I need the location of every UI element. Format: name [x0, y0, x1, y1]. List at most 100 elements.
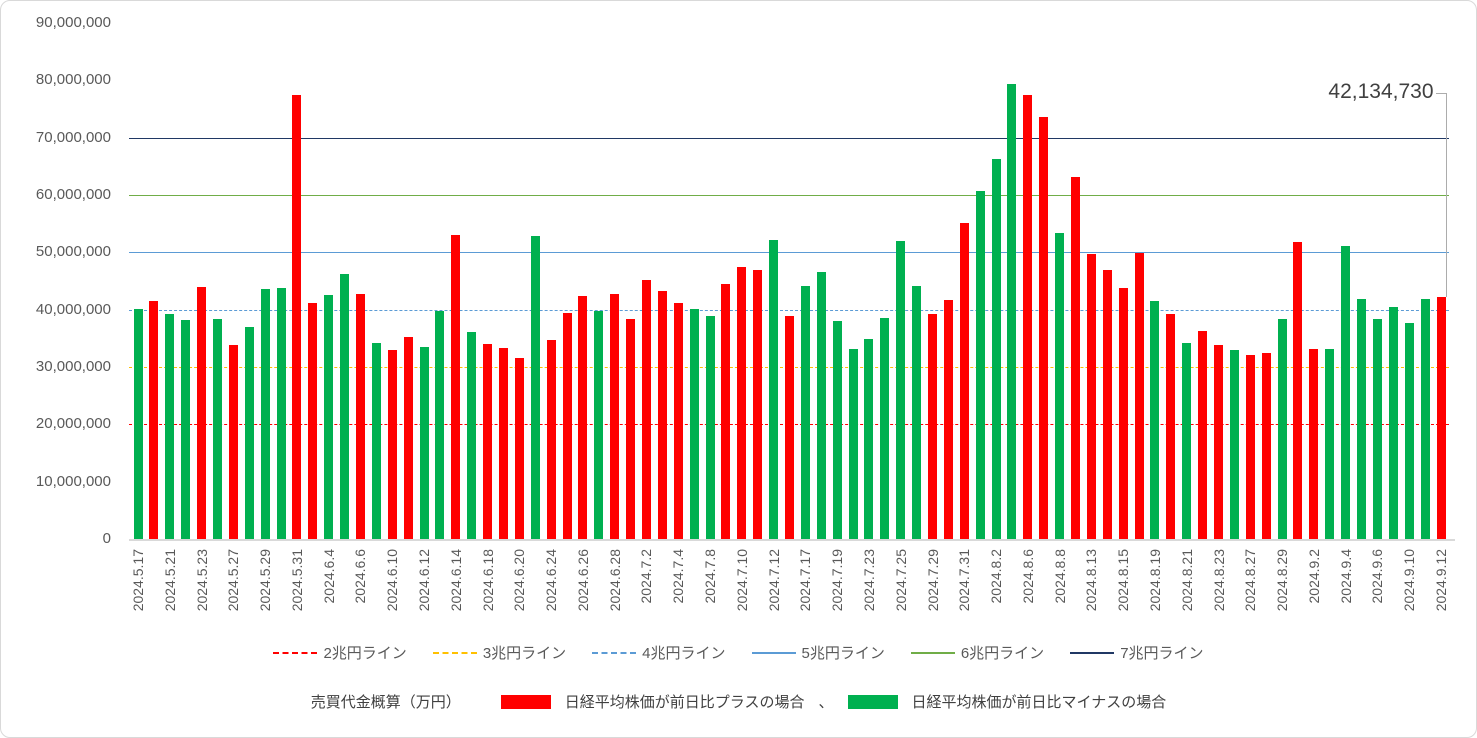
legend-line-label: 7兆円ライン	[1120, 645, 1204, 662]
legend-line-swatch	[592, 651, 637, 654]
y-axis-tick-label: 60,000,000	[35, 186, 111, 203]
minus-series-swatch	[847, 694, 898, 709]
bar	[133, 309, 143, 539]
bar	[181, 319, 191, 539]
series-unit-label: 売買代金概算（万円）	[310, 694, 461, 711]
bar	[1357, 298, 1367, 539]
legend-line-label: 4兆円ライン	[642, 645, 726, 662]
bar	[1436, 297, 1446, 539]
bar	[260, 289, 270, 539]
bar	[578, 295, 588, 539]
bar	[1182, 342, 1192, 539]
x-axis-tick-label: 2024.9.2	[1305, 549, 1322, 604]
minus-series-label: 日経平均株価が前日比マイナスの場合	[911, 694, 1167, 711]
legend-line-swatch	[432, 651, 477, 654]
bar	[848, 349, 858, 539]
x-axis-tick-label: 2024.6.6	[352, 549, 369, 604]
legend-reference-lines: 2兆円ライン 3兆円ライン 4兆円ライン 5兆円ライン 6兆円ライン 7兆円ライン	[1, 642, 1476, 663]
x-axis-tick-label: 2024.6.26	[574, 549, 591, 612]
legend-item-70000000: 7兆円ライン	[1070, 642, 1204, 663]
x-axis-tick-label: 2024.9.12	[1433, 549, 1449, 612]
legend-line-swatch	[273, 651, 318, 654]
y-axis-tick-label: 90,000,000	[35, 14, 111, 31]
plus-series-label: 日経平均株価が前日比プラスの場合	[564, 694, 805, 711]
x-axis-tick-label: 2024.8.19	[1146, 549, 1163, 612]
bar	[737, 267, 747, 539]
legend-item-20000000: 2兆円ライン	[273, 642, 407, 663]
bar	[896, 241, 906, 539]
bar	[514, 357, 524, 539]
bar	[149, 301, 159, 539]
bar	[562, 312, 572, 539]
x-axis-tick-label: 2024.6.10	[384, 549, 401, 612]
y-axis-tick-label: 40,000,000	[35, 300, 111, 318]
y-axis-tick-label: 20,000,000	[35, 415, 111, 433]
x-axis-tick-label: 2024.7.23	[860, 549, 877, 612]
bar	[324, 295, 334, 539]
x-axis-tick-label: 2024.7.31	[956, 549, 973, 612]
bar	[1102, 270, 1112, 539]
legend-item-40000000: 4兆円ライン	[592, 642, 726, 663]
bar	[1404, 323, 1414, 539]
x-axis-tick-label: 2024.8.2	[988, 549, 1005, 604]
bar	[832, 321, 842, 539]
bar	[1166, 314, 1176, 539]
legend-line-swatch	[751, 651, 796, 654]
x-axis-tick-label: 2024.9.4	[1337, 549, 1354, 604]
bar	[689, 309, 699, 539]
y-axis-tick-label: 0	[102, 530, 111, 547]
x-axis-tick-label: 2024.8.27	[1242, 549, 1259, 612]
annotation-callout-vertical-line	[1445, 93, 1447, 298]
bar	[228, 345, 238, 539]
x-axis-tick-label: 2024.5.29	[257, 549, 274, 612]
reference-line	[129, 252, 1449, 254]
legend-series: 売買代金概算（万円） 日経平均株価が前日比プラスの場合 、 日経平均株価が前日比…	[1, 691, 1476, 712]
bar	[641, 280, 651, 539]
x-axis-tick-label: 2024.9.10	[1401, 549, 1418, 612]
last-bar-value-annotation: 42,134,730	[1328, 80, 1434, 103]
bar	[419, 346, 429, 539]
legend-line-label: 6兆円ライン	[960, 645, 1045, 662]
bar	[371, 342, 381, 539]
x-axis-tick-label: 2024.8.13	[1083, 549, 1100, 612]
legend-item-30000000: 3兆円ライン	[432, 642, 567, 663]
bar	[673, 302, 683, 539]
bar	[498, 347, 508, 539]
y-axis-tick-label: 50,000,000	[35, 243, 111, 261]
bar	[975, 190, 985, 539]
bar	[1420, 299, 1430, 539]
bar	[705, 315, 715, 539]
bar	[244, 326, 254, 539]
bar	[1023, 95, 1033, 539]
y-axis-tick-label: 80,000,000	[35, 71, 111, 89]
legend-separator: 、	[818, 694, 834, 711]
bar	[340, 274, 350, 539]
x-axis-tick-label: 2024.6.12	[416, 549, 433, 612]
bar	[451, 235, 461, 539]
x-axis-tick-label: 2024.6.4	[320, 549, 337, 604]
x-axis-tick-label: 2024.7.10	[733, 549, 750, 612]
reference-line	[129, 309, 1449, 311]
bar	[1039, 117, 1049, 539]
bar	[721, 283, 731, 539]
bar	[864, 339, 874, 539]
bar	[212, 318, 222, 539]
bar	[991, 159, 1001, 539]
bar	[165, 314, 175, 539]
x-axis-tick-label: 2024.8.23	[1210, 549, 1227, 612]
bar	[753, 270, 763, 539]
legend-line-label: 3兆円ライン	[482, 645, 567, 662]
x-axis-tick-label: 2024.7.12	[765, 549, 782, 612]
bar	[1118, 288, 1128, 539]
bar	[1245, 354, 1255, 539]
y-axis-tick-label: 30,000,000	[35, 358, 111, 375]
bar	[785, 315, 794, 539]
x-axis-tick-label: 2024.8.21	[1178, 549, 1195, 612]
bar	[769, 240, 779, 539]
x-axis-tick-label: 2024.7.29	[924, 549, 941, 612]
bar	[1055, 232, 1065, 539]
bar	[1388, 306, 1398, 539]
x-axis-tick-label: 2024.5.27	[225, 549, 242, 612]
bar	[1086, 254, 1096, 539]
bar	[594, 310, 604, 539]
